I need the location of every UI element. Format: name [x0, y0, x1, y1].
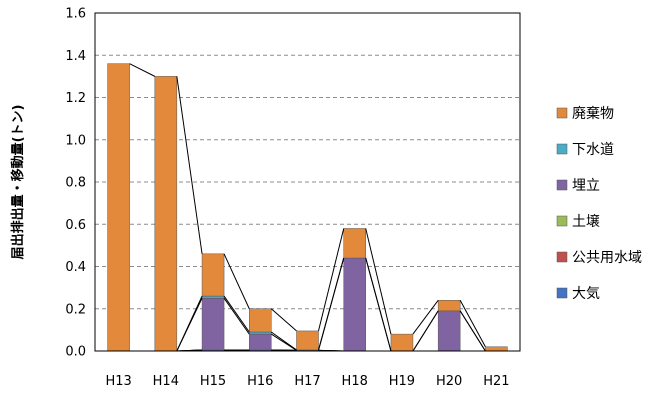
bar-segment-5-5 [343, 228, 366, 259]
series-line-5-6 [412, 300, 439, 335]
x-tick-label: H18 [342, 374, 368, 389]
legend-swatch [556, 143, 568, 155]
legend-swatch [556, 107, 568, 119]
x-tick-label: H15 [200, 374, 226, 389]
y-tick-label: 0.4 [65, 260, 86, 275]
bar-segment-4-3 [249, 331, 272, 335]
series-line-4-2 [223, 295, 250, 333]
y-tick-label: 1.2 [65, 91, 86, 106]
bar-segment-3-3 [249, 333, 272, 351]
series-line-4-1 [176, 295, 203, 352]
series-line-3-2 [223, 297, 250, 335]
bar-segment-5-4 [296, 330, 319, 351]
series-line-5-5 [365, 228, 392, 335]
x-tick-label: H20 [436, 374, 462, 389]
x-tick-label: H17 [294, 374, 320, 389]
series-line-5-7 [459, 300, 486, 348]
x-tick-label: H21 [483, 374, 509, 389]
x-tick-label: H16 [247, 374, 273, 389]
series-line-4-4 [318, 257, 345, 351]
series-line-4-3 [270, 331, 297, 351]
legend-label: 埋立 [572, 178, 600, 194]
bar-segment-5-7 [437, 300, 461, 312]
series-line-5-1 [176, 76, 203, 254]
x-tick-label: H14 [153, 374, 179, 389]
y-tick-label: 1.6 [65, 7, 86, 22]
x-tick-label: H13 [105, 374, 131, 389]
series-line-5-2 [223, 253, 250, 309]
legend-swatch [556, 215, 568, 227]
series-line-5-3 [270, 308, 297, 332]
series-line-4-7 [459, 310, 486, 352]
y-tick-label: 0.6 [65, 218, 86, 233]
legend-label: 大気 [572, 286, 600, 302]
y-tick-label: 0.0 [65, 345, 86, 360]
series-line-3-3 [271, 333, 297, 351]
bar-segment-5-1 [154, 76, 178, 352]
series-line-4-5 [365, 257, 392, 352]
bar-segment-5-3 [249, 308, 272, 333]
legend-label: 廃棄物 [572, 105, 614, 122]
bar-segment-3-7 [437, 310, 461, 352]
y-tick-label: 1.0 [65, 133, 86, 148]
bar-segment-3-5 [343, 257, 366, 352]
y-axis-title: 届出排出量・移動量(トン) [10, 105, 26, 260]
legend-swatch [556, 287, 568, 299]
plot-area-border [94, 12, 521, 352]
legend-label: 下水道 [572, 142, 614, 158]
bar-segment-4-2 [201, 295, 225, 299]
legend-label: 公共用水域 [572, 250, 642, 266]
bar-segment-5-2 [201, 253, 225, 297]
legend-label: 土壌 [572, 214, 600, 230]
legend-swatch [556, 179, 568, 191]
series-line-5-4 [318, 228, 345, 332]
y-tick-label: 0.2 [65, 302, 86, 317]
bar-segment-5-8 [485, 346, 508, 352]
bar-segment-5-6 [390, 333, 414, 352]
bar-segment-3-2 [201, 297, 225, 351]
y-tick-label: 0.8 [65, 176, 86, 191]
bar-segment-5-0 [107, 63, 130, 352]
series-line-4-6 [412, 310, 439, 352]
series-line-5-0 [129, 63, 156, 77]
legend-swatch [556, 251, 568, 263]
x-tick-label: H19 [389, 374, 415, 389]
y-tick-label: 1.4 [65, 49, 86, 64]
